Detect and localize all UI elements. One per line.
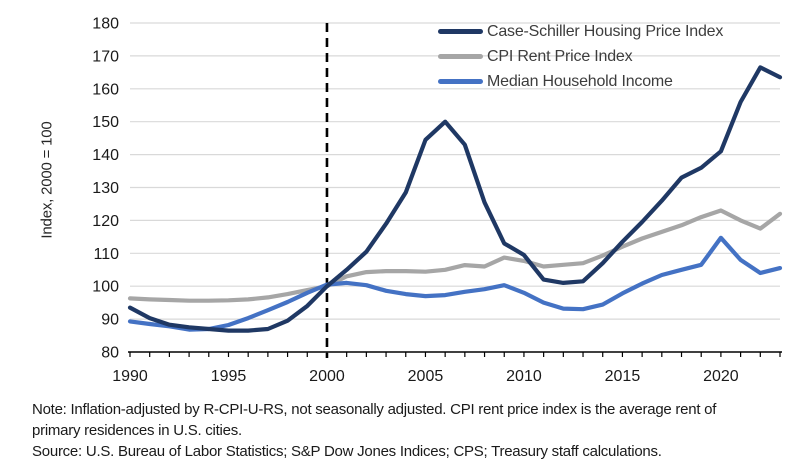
legend: Case-Schiller Housing Price Index CPI Re…	[438, 19, 723, 94]
svg-text:180: 180	[92, 16, 119, 33]
y-axis-title: Index, 2000 = 100	[38, 121, 56, 239]
legend-label-cpi-rent: CPI Rent Price Index	[487, 47, 633, 65]
svg-text:1995: 1995	[211, 368, 247, 385]
svg-text:160: 160	[92, 81, 119, 98]
chart-area: 80 90 100 110 120 130 140 150 160 170 180 1990 1995 2…	[38, 16, 783, 385]
svg-text:90: 90	[101, 312, 119, 329]
svg-text:2015: 2015	[605, 368, 641, 385]
svg-text:2000: 2000	[309, 368, 345, 385]
note-text: Note: Inflation-adjusted by R-CPI-U-RS, …	[32, 401, 717, 439]
svg-text:150: 150	[92, 114, 119, 131]
svg-text:2020: 2020	[703, 368, 739, 385]
legend-swatch-median-income-icon	[438, 79, 483, 84]
source-text: Source: U.S. Bureau of Labor Statistics;…	[32, 443, 662, 460]
legend-item-median-income: Median Household Income	[438, 69, 723, 94]
svg-text:2005: 2005	[408, 368, 444, 385]
legend-item-cpi-rent: CPI Rent Price Index	[438, 44, 723, 69]
svg-text:170: 170	[92, 48, 119, 65]
svg-text:1990: 1990	[112, 368, 148, 385]
footnotes: Note: Inflation-adjusted by R-CPI-U-RS, …	[32, 399, 754, 462]
svg-text:110: 110	[93, 246, 119, 263]
legend-label-case-schiller: Case-Schiller Housing Price Index	[487, 22, 724, 40]
svg-text:80: 80	[101, 345, 119, 362]
legend-label-median-income: Median Household Income	[487, 72, 673, 90]
svg-text:130: 130	[92, 180, 119, 197]
svg-text:2010: 2010	[506, 368, 542, 385]
legend-item-case-schiller: Case-Schiller Housing Price Index	[438, 19, 723, 44]
legend-swatch-cpi-rent-icon	[438, 54, 483, 59]
svg-text:140: 140	[92, 147, 119, 164]
legend-swatch-case-schiller-icon	[438, 29, 483, 34]
svg-text:100: 100	[92, 279, 119, 296]
line-chart-canvas: 80 90 100 110 120 130 140 150 160 170 180 1990 1995 2…	[92, 16, 783, 385]
svg-text:120: 120	[92, 213, 119, 230]
